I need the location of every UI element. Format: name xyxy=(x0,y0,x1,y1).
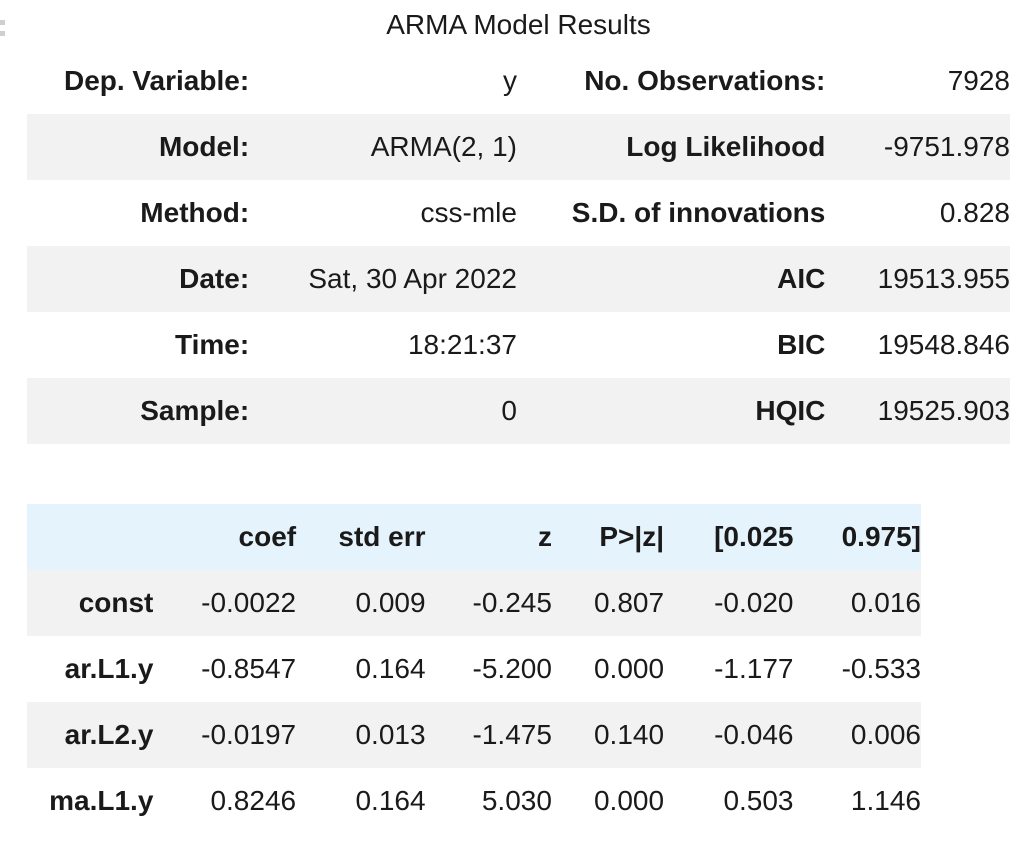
cell-ci-upper: 0.006 xyxy=(850,719,921,750)
cell-ci-lower: 0.503 xyxy=(723,785,794,816)
coefficients-table: coef std err z P>|z| [0.025 0.975] const… xyxy=(27,504,921,834)
summary-label: No. Observations: xyxy=(584,65,826,96)
cell-ci-lower: -0.020 xyxy=(714,587,794,618)
table-row: ar.L1.y -0.8547 0.164 -5.200 0.000 -1.17… xyxy=(27,636,921,702)
cell-ci-upper: 0.016 xyxy=(850,587,921,618)
cell-ci-upper: -0.533 xyxy=(841,653,921,684)
cell-coef: -0.8547 xyxy=(201,653,297,684)
summary-value: 19513.955 xyxy=(877,263,1010,294)
summary-label: HQIC xyxy=(755,395,826,426)
cell-coef: 0.8246 xyxy=(210,785,297,816)
summary-value: 19548.846 xyxy=(877,329,1010,360)
column-header: std err xyxy=(338,521,426,552)
table-row: Method: css-mle S.D. of innovations 0.82… xyxy=(27,180,1010,246)
cell-std-err: 0.009 xyxy=(355,587,426,618)
summary-value: 0 xyxy=(501,395,517,426)
row-label: ma.L1.y xyxy=(49,785,154,816)
table-row: ar.L2.y -0.0197 0.013 -1.475 0.140 -0.04… xyxy=(27,702,921,768)
summary-label: Log Likelihood xyxy=(626,131,826,162)
column-header xyxy=(27,504,153,570)
summary-value: -9751.978 xyxy=(883,131,1010,162)
model-summary-table: Dep. Variable: y No. Observations: 7928 … xyxy=(27,48,1010,444)
cell-std-err: 0.164 xyxy=(355,653,426,684)
summary-value: 18:21:37 xyxy=(407,329,517,360)
cell-ci-lower: -0.046 xyxy=(714,719,794,750)
table-header-row: coef std err z P>|z| [0.025 0.975] xyxy=(27,504,921,570)
cell-p-value: 0.140 xyxy=(593,719,665,750)
cell-std-err: 0.013 xyxy=(355,719,426,750)
cell-z: -1.475 xyxy=(472,719,552,750)
summary-label: BIC xyxy=(777,329,826,360)
summary-value: 0.828 xyxy=(939,197,1010,228)
cell-coef: -0.0197 xyxy=(201,719,297,750)
table-row: const -0.0022 0.009 -0.245 0.807 -0.020 … xyxy=(27,570,921,636)
summary-label: Date: xyxy=(179,263,250,294)
table-row: Date: Sat, 30 Apr 2022 AIC 19513.955 xyxy=(27,246,1010,312)
cell-ci-lower: -1.177 xyxy=(714,653,794,684)
cell-std-err: 0.164 xyxy=(355,785,426,816)
row-label: const xyxy=(78,587,154,618)
table-row: Sample: 0 HQIC 19525.903 xyxy=(27,378,1010,444)
column-header: P>|z| xyxy=(599,521,665,552)
cell-p-value: 0.000 xyxy=(593,785,665,816)
summary-label: Model: xyxy=(158,131,250,162)
table-row: ma.L1.y 0.8246 0.164 5.030 0.000 0.503 1… xyxy=(27,768,921,834)
cell-coef: -0.0022 xyxy=(201,587,297,618)
row-label: ar.L1.y xyxy=(64,653,154,684)
summary-label: Method: xyxy=(140,197,250,228)
column-header: 0.975] xyxy=(841,521,921,552)
summary-value: ARMA(2, 1) xyxy=(370,131,517,162)
summary-label: Time: xyxy=(174,329,250,360)
summary-value: 19525.903 xyxy=(877,395,1010,426)
cell-p-value: 0.000 xyxy=(593,653,665,684)
column-header: [0.025 xyxy=(714,521,794,552)
summary-value: Sat, 30 Apr 2022 xyxy=(308,263,517,294)
table-caption: ARMA Model Results xyxy=(386,9,651,40)
cell-ci-upper: 1.146 xyxy=(850,785,921,816)
summary-value: y xyxy=(502,65,517,96)
cell-z: 5.030 xyxy=(481,785,552,816)
table-row: Time: 18:21:37 BIC 19548.846 xyxy=(27,312,1010,378)
table-row: Model: ARMA(2, 1) Log Likelihood -9751.9… xyxy=(27,114,1010,180)
row-label: ar.L2.y xyxy=(64,719,154,750)
cell-p-value: 0.807 xyxy=(593,587,665,618)
cell-z: -5.200 xyxy=(472,653,552,684)
table-row: Dep. Variable: y No. Observations: 7928 xyxy=(27,48,1010,114)
cell-collapse-handle[interactable] xyxy=(0,20,6,42)
cell-z: -0.245 xyxy=(472,587,552,618)
column-header: z xyxy=(537,521,552,552)
summary-label: Dep. Variable: xyxy=(63,65,250,96)
summary-label: Sample: xyxy=(140,395,250,426)
summary-value: 7928 xyxy=(947,65,1010,96)
summary-label: AIC xyxy=(777,263,826,294)
summary-label: S.D. of innovations xyxy=(571,197,826,228)
column-header: coef xyxy=(238,521,297,552)
summary-value: css-mle xyxy=(420,197,517,228)
